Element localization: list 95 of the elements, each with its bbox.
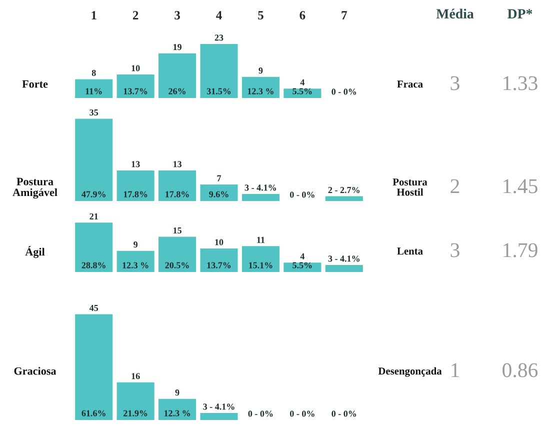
data-label: 3 - 4.1% [203,404,234,410]
annotation: 12.3 % [248,88,274,94]
data-label: 9 [258,68,263,74]
data-label: 13 [173,161,182,168]
annotation: 26% [168,88,186,94]
data-label: 0 - 0% [332,410,356,417]
data-label: 0 - 0% [248,410,273,417]
text: 0.86 [502,363,538,378]
annotation: 5.5% [292,88,312,94]
annotation: 12.3 % [164,410,190,416]
text: Média [436,8,474,18]
annotation: 20.5% [165,262,189,268]
annotation: 5.5% [292,262,312,268]
annotation: 17.8% [124,191,148,198]
data-label: 0 - 0% [332,88,356,95]
annotation: 12.3 % [122,262,148,268]
data-label: 15 [173,227,182,234]
y-axis-title: Graciosa [14,366,56,375]
bar [158,236,196,272]
annotation: 61.6% [82,410,106,416]
bar [325,264,363,272]
bar [75,118,113,201]
data-label: 19 [173,44,182,50]
bar [200,44,238,98]
bar [158,170,196,201]
data-label: 13 [132,161,140,168]
y-axis-title: Forte [22,80,48,88]
annotation: 11% [86,88,102,94]
bar [158,398,196,420]
annotation: 9.6% [209,191,228,198]
data-label: 4 [300,79,305,86]
data-label: 3 - 4.1% [328,256,360,262]
text: DP* [508,9,532,18]
bar [75,222,113,272]
y-axis-title: Ágil [25,246,45,258]
data-label: 0 - 0% [290,410,314,417]
data-label: 9 [175,390,180,396]
x-tick-label: 7 [342,11,347,20]
y2-axis-title: Lenta [397,248,423,255]
text: 1.33 [504,76,538,90]
data-label: 21 [90,213,98,220]
y2-axis-title: Postura Hostil [392,178,428,196]
annotation: 17.8% [166,191,189,198]
x-tick-label: 3 [174,11,180,20]
x-tick-label: 2 [132,11,138,20]
y2-axis-title: Desengonçada [378,367,442,377]
annotation: 31.5% [206,88,231,94]
text: 1.45 [504,179,538,194]
data-label: 3 - 4.1% [244,184,276,191]
text: 2 [450,179,460,194]
data-label: 0 - 0% [290,192,314,198]
bar [75,79,113,98]
bar [200,248,238,272]
data-label: 9 [134,242,138,248]
data-label: 4 [300,253,305,260]
bar [116,382,154,420]
bar [242,76,280,98]
bar [284,262,322,272]
data-label: 16 [132,373,140,380]
x-tick-label: 6 [300,11,306,20]
y-axis-title: Postura Amigável [12,178,58,199]
text: 3 [450,243,460,258]
annotation: 47.9% [82,191,106,198]
text: 1 [452,363,459,378]
data-label: 35 [90,109,98,116]
bar [116,170,154,201]
bar [200,412,238,420]
data-label: 10 [215,239,224,246]
data-label: 10 [132,65,140,72]
bar [242,194,280,201]
y2-axis-title: Fraca [397,80,423,88]
text: 1.79 [504,243,538,258]
x-tick-label: 5 [258,11,264,20]
bar [200,184,238,201]
annotation: 15.1% [249,262,272,268]
bar [284,88,322,98]
text: 3 [450,76,460,90]
annotation: 13.7% [124,88,148,94]
data-label: 23 [214,34,224,41]
bar [158,53,196,98]
annotation: 13.7% [207,262,231,268]
data-label: 45 [89,304,98,312]
x-tick-label: 1 [92,11,96,20]
data-label: 2 - 2.7% [328,186,360,194]
data-label: 11 [257,236,265,243]
bar [242,246,280,272]
bar [116,250,154,272]
data-label: 7 [217,175,222,182]
bar [75,314,113,420]
bar [325,196,363,201]
data-label: 8 [92,70,96,76]
annotation: 28.8% [82,262,106,268]
bar [116,74,154,98]
annotation: 21.9% [124,410,148,416]
x-tick-label: 4 [216,11,222,20]
